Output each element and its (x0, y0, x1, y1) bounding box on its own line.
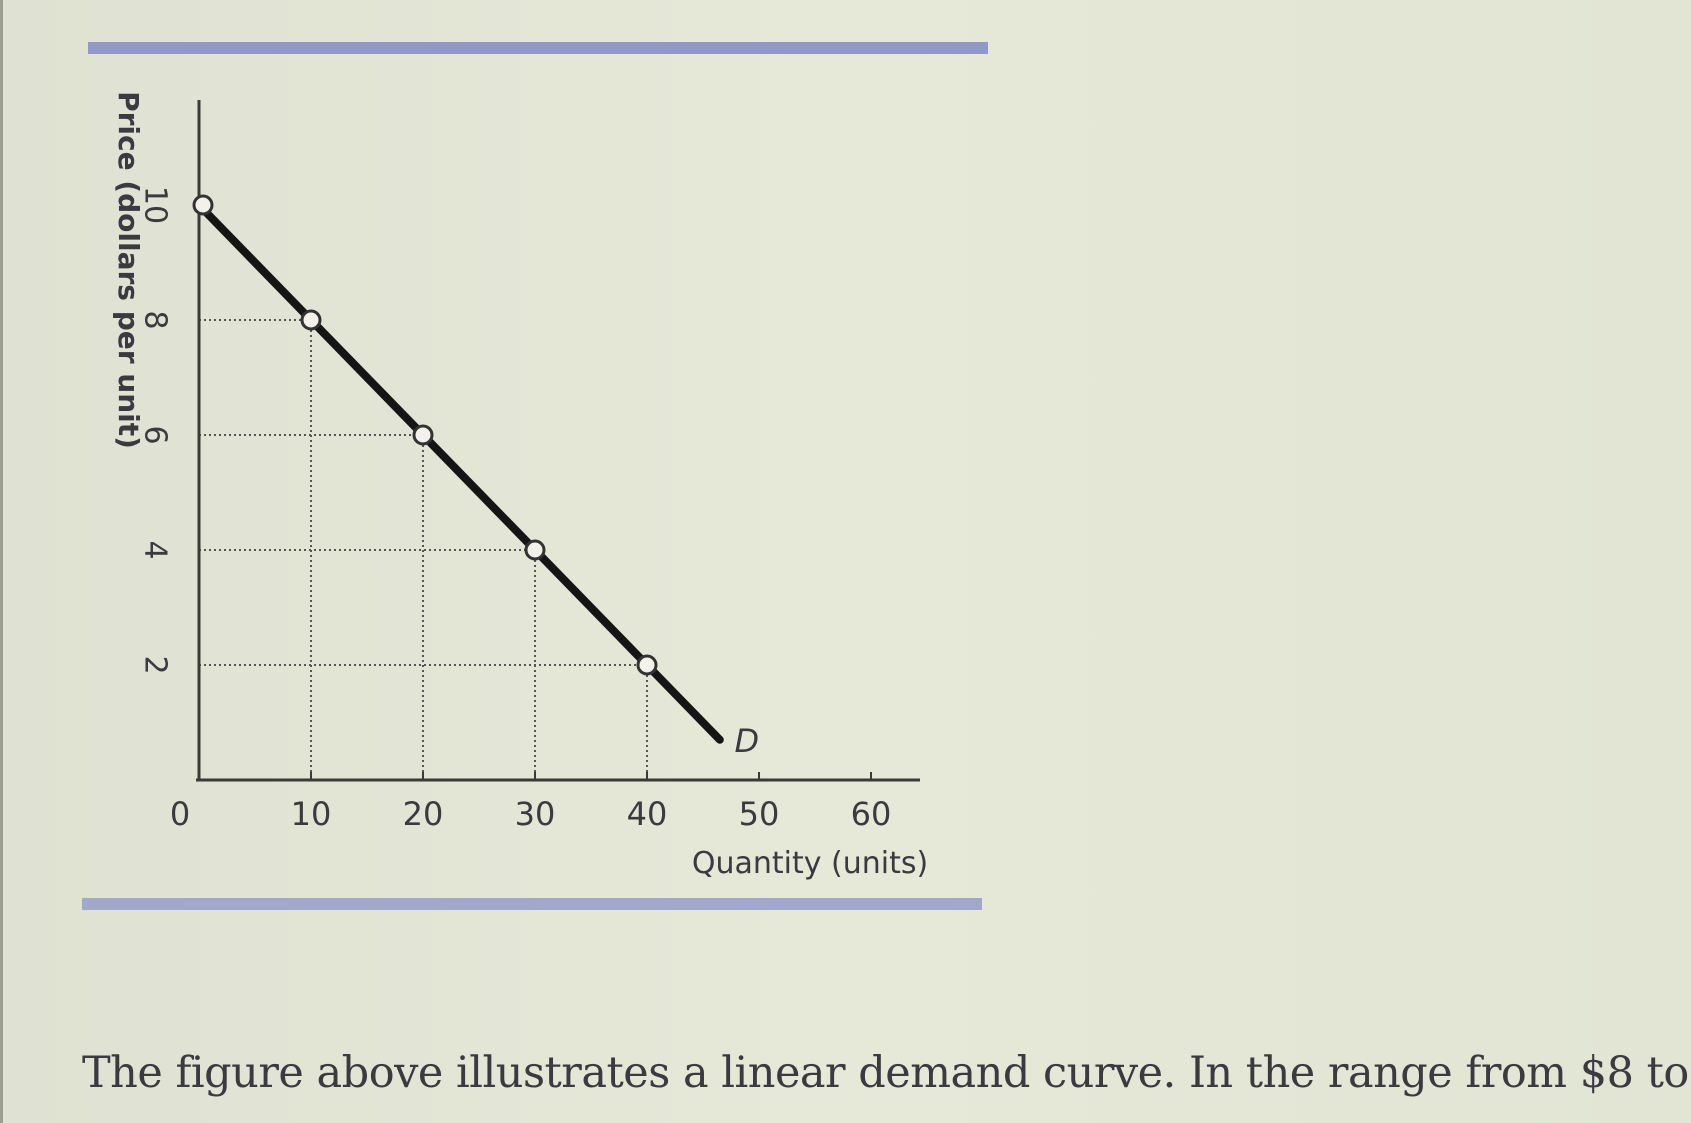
demand-point (636, 654, 658, 676)
x-tick-label: 50 (739, 795, 780, 833)
demand-point (300, 309, 322, 331)
left-border (0, 0, 3, 1123)
demand-series: D (192, 194, 759, 760)
x-axis-ticks: 0 10 20 30 40 50 60 (170, 772, 892, 833)
top-rule-bar (88, 42, 988, 54)
x-tick-label: 40 (627, 795, 668, 833)
bottom-rule-bar (82, 898, 982, 910)
demand-curve-line (195, 201, 724, 744)
y-tick-label: 4 (138, 540, 173, 559)
y-tick-label: 10 (138, 186, 173, 224)
x-tick-label: 60 (851, 795, 892, 833)
demand-point (192, 194, 214, 216)
y-tick-label: 6 (138, 425, 173, 444)
y-tick-label: 8 (138, 310, 173, 329)
x-tick-label: 20 (403, 795, 444, 833)
y-axis-ticks: 2 4 6 8 10 (138, 186, 173, 675)
guide-lines (199, 319, 648, 780)
y-axis-label: Price (dollars per unit) (112, 91, 145, 449)
question-caption: The figure above illustrates a linear de… (82, 1048, 1691, 1098)
demand-curve-label: D (734, 722, 759, 760)
demand-curve-figure: 0 10 20 30 40 50 60 2 4 6 8 10 Price (dollars per … (82, 42, 988, 910)
demand-point (524, 539, 546, 561)
x-axis-label: Quantity (units) (692, 846, 928, 881)
x-tick-label: 30 (515, 795, 556, 833)
y-tick-label: 2 (138, 655, 173, 674)
demand-point (412, 424, 434, 446)
x-tick-label: 0 (170, 795, 190, 833)
x-tick-label: 10 (291, 795, 332, 833)
